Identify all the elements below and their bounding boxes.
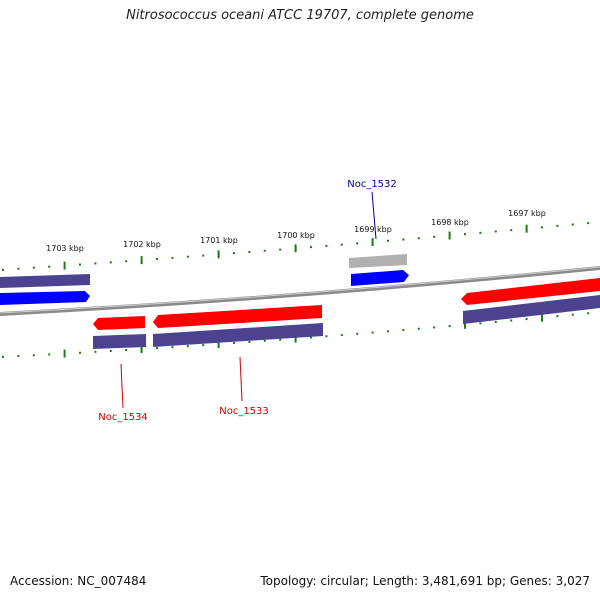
genome-backbone-highlight (0, 266, 600, 314)
tick-track-inner (2, 312, 590, 358)
leader-line (120, 363, 124, 409)
gene-bar[interactable] (463, 295, 600, 324)
gene-label-noc-1533[interactable]: Noc_1533 (219, 406, 269, 417)
gene-label-noc-1534[interactable]: Noc_1534 (98, 412, 148, 423)
gene-bar[interactable] (0, 274, 90, 288)
kbp-labels: 1703 kbp 1702 kbp 1701 kbp 1700 kbp 1699… (46, 209, 546, 253)
tick-track-outer (2, 222, 590, 271)
genome-backbone (0, 266, 600, 316)
reverse-features (93, 278, 600, 349)
gene-labels: Noc_1534 Noc_1533 Noc_1532 (98, 179, 397, 423)
kbp-label: 1699 kbp (354, 225, 392, 234)
leader-line (239, 356, 243, 402)
kbp-label: 1700 kbp (277, 231, 315, 240)
map-title: Nitrosococcus oceani ATCC 19707, complet… (126, 8, 474, 23)
reverse-cds-arrow[interactable] (461, 278, 600, 305)
kbp-label: 1702 kbp (123, 240, 161, 249)
misc-feature-bar[interactable] (349, 254, 407, 268)
topology-summary-text: Topology: circular; Length: 3,481,691 bp… (260, 574, 590, 588)
gene-label-noc-1532[interactable]: Noc_1532 (347, 179, 397, 190)
gene-bar[interactable] (93, 334, 146, 349)
kbp-label: 1703 kbp (46, 244, 84, 253)
gene-bar[interactable] (153, 323, 323, 347)
reverse-cds-arrow[interactable] (93, 316, 145, 330)
accession-text: Accession: NC_007484 (10, 574, 147, 588)
kbp-label: 1698 kbp (431, 218, 469, 227)
kbp-label: 1701 kbp (200, 236, 238, 245)
forward-cds-arrow[interactable] (0, 291, 90, 305)
forward-features (0, 254, 409, 305)
forward-cds-arrow[interactable] (351, 270, 409, 286)
kbp-label: 1697 kbp (508, 209, 546, 218)
reverse-cds-arrow[interactable] (153, 305, 322, 328)
gene-leaders (120, 191, 377, 409)
leader-line (371, 191, 377, 240)
